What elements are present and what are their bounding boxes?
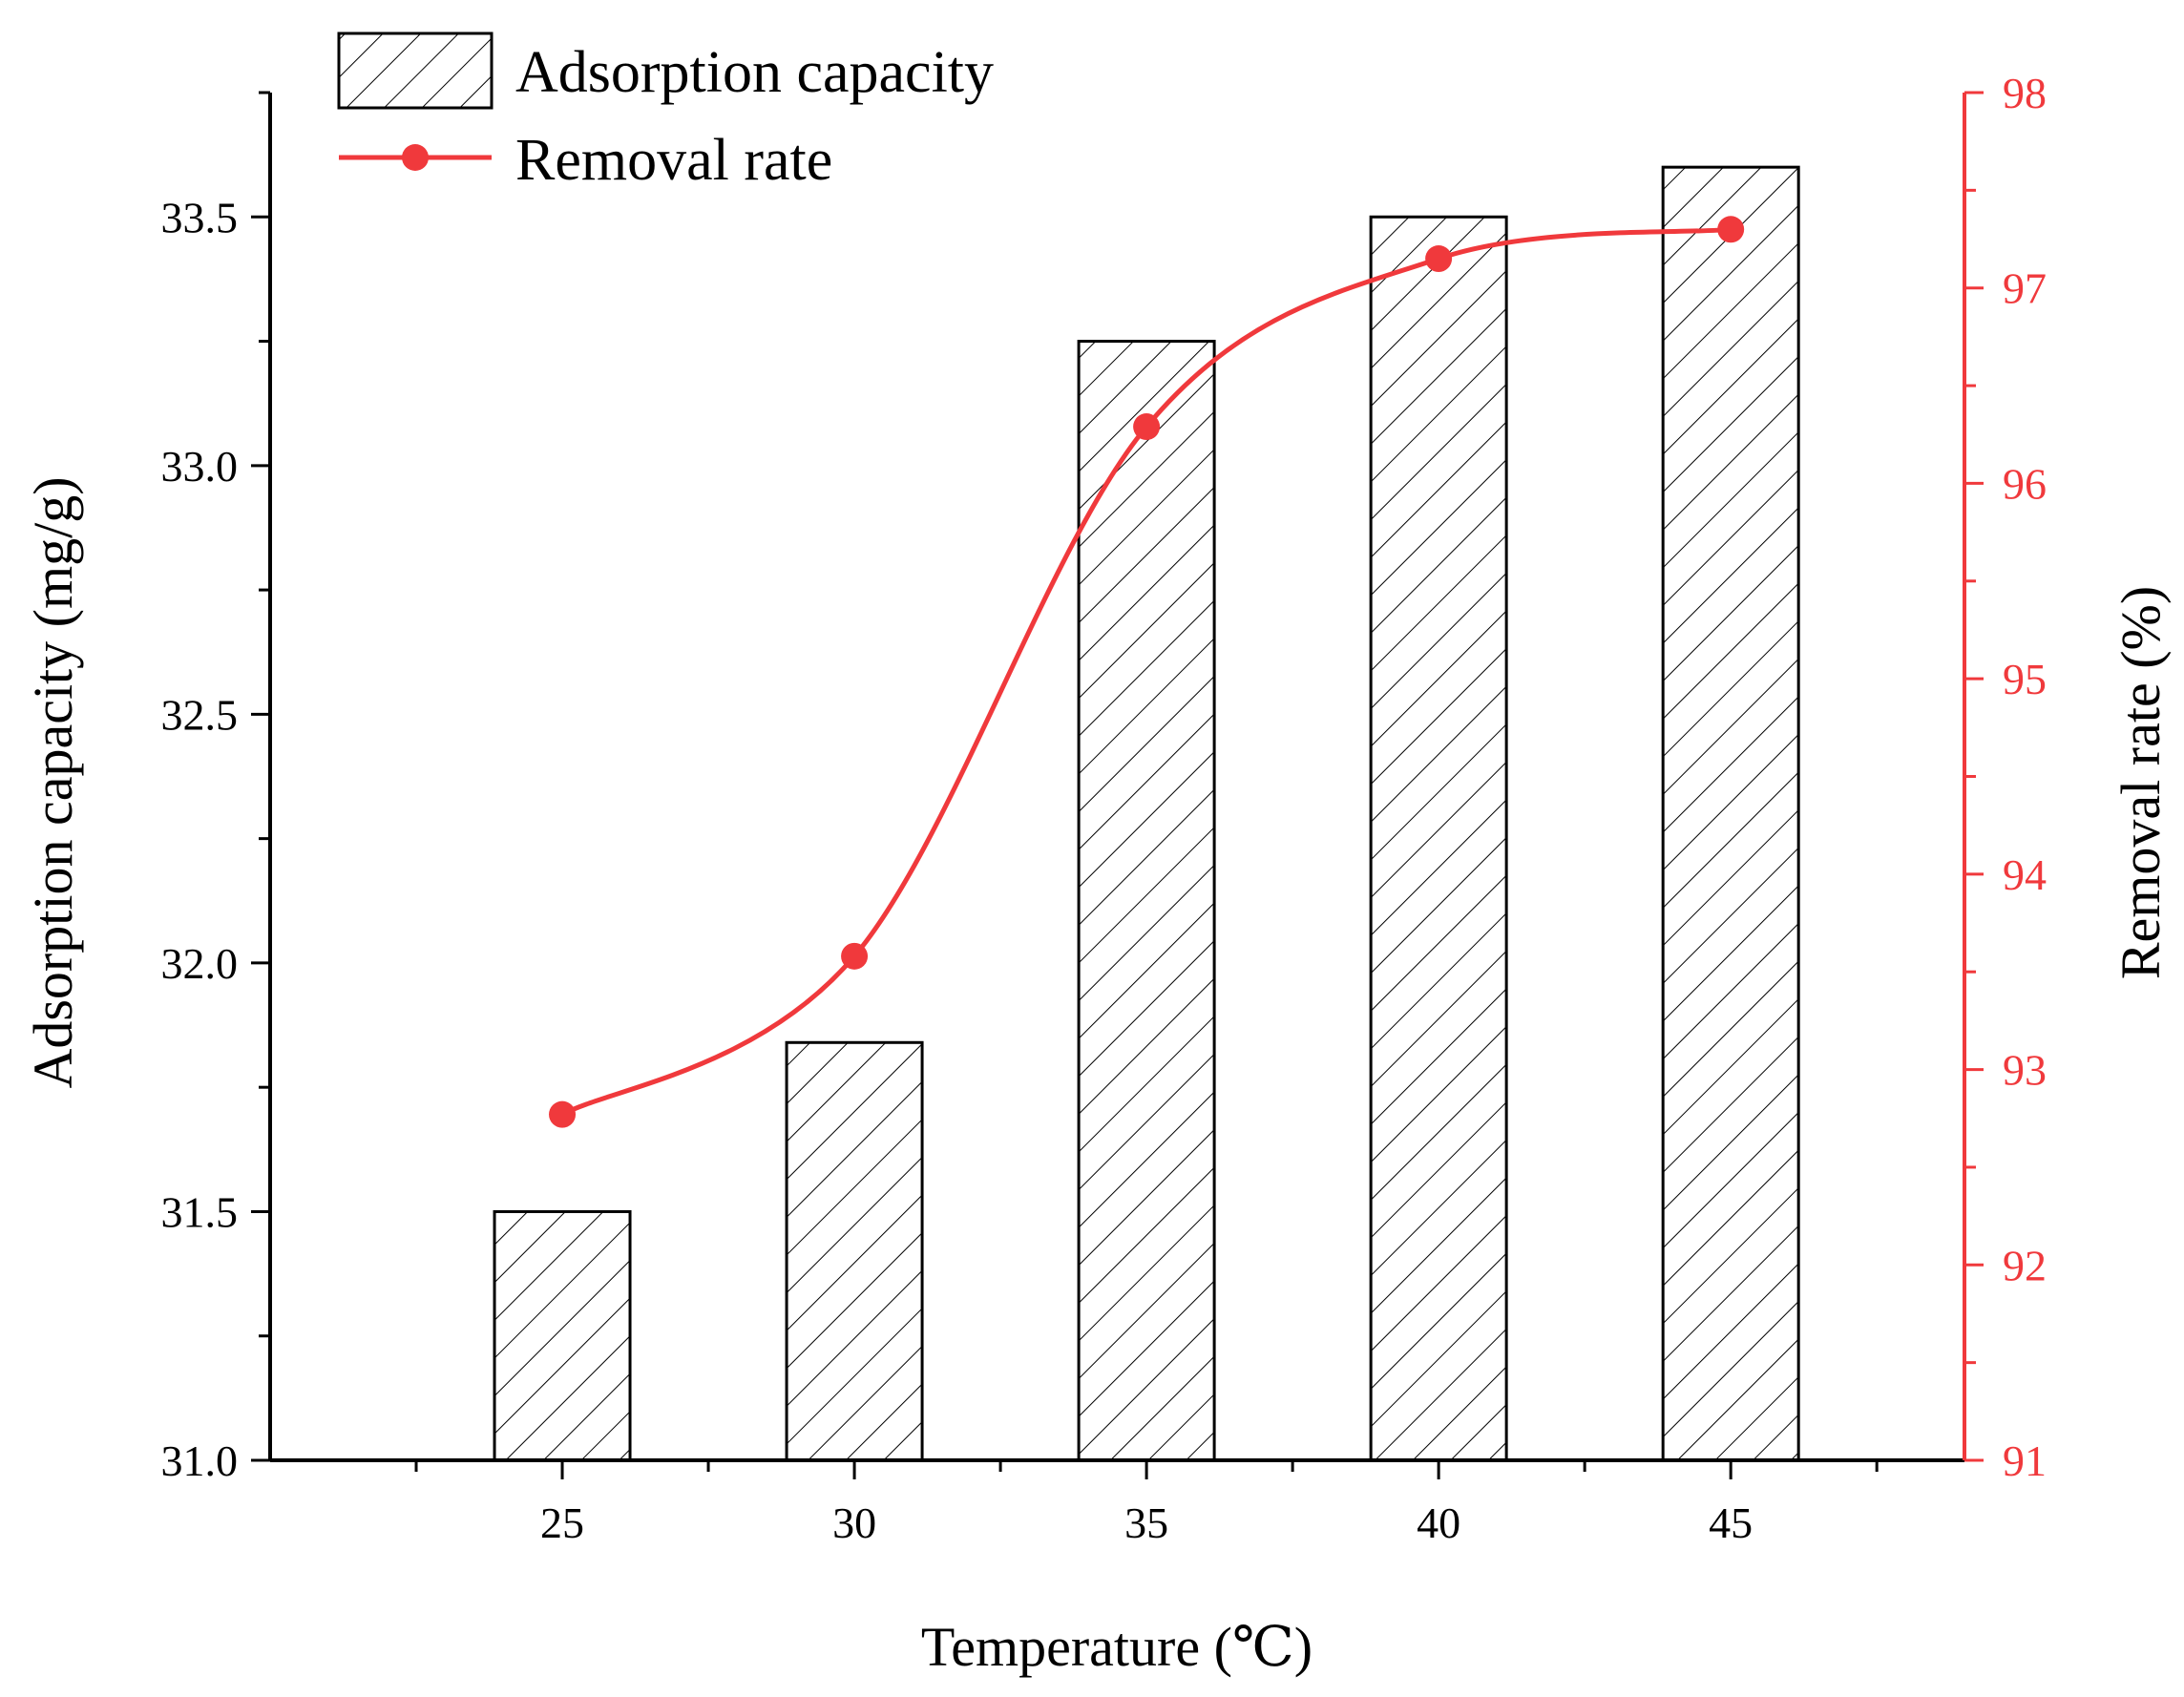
left-axis-tick-label: 32.0 [161, 939, 239, 988]
bar-45 [1661, 165, 1800, 1462]
removal-rate-point-30 [841, 942, 869, 970]
x-axis-title: Temperature (℃) [921, 1616, 1312, 1678]
legend: Adsorption capacity Removal rate [337, 31, 994, 193]
right-axis-tick-label: 92 [2003, 1241, 2047, 1289]
right-y-axis-title: Removal rate (%) [2110, 586, 2172, 979]
removal-rate-point-35 [1133, 413, 1161, 441]
x-axis: 25 30 35 40 45 [270, 1458, 1964, 1547]
right-axis-tick-label: 91 [2003, 1436, 2047, 1485]
bar-40 [1369, 215, 1508, 1462]
removal-rate-point-25 [549, 1100, 577, 1128]
legend-marker-removal-rate [402, 144, 429, 171]
removal-rate-point-45 [1717, 216, 1745, 243]
left-axis-tick-label: 31.5 [161, 1187, 239, 1236]
right-axis-tick-label: 96 [2003, 459, 2047, 508]
x-axis-tick-label: 40 [1417, 1498, 1460, 1547]
bar-35 [1077, 340, 1216, 1462]
left-axis-tick-label: 33.5 [161, 193, 239, 241]
bar-25 [493, 1209, 632, 1462]
x-axis-tick-label: 35 [1124, 1498, 1168, 1547]
left-y-axis: 31.0 31.5 32.0 32.5 33.0 33.5 [161, 91, 272, 1485]
line-series-removal-rate [549, 216, 1745, 1128]
right-axis-tick-label: 94 [2003, 850, 2047, 899]
x-axis-tick-label: 45 [1709, 1498, 1753, 1547]
right-axis-tick-label: 98 [2003, 69, 2047, 117]
left-axis-tick-label: 33.0 [161, 442, 239, 491]
right-axis-tick-label: 93 [2003, 1046, 2047, 1095]
removal-rate-line [560, 226, 1732, 1117]
right-y-axis: 91 92 93 94 95 96 97 98 [1963, 69, 2047, 1485]
legend-label-removal-rate: Removal rate [515, 128, 832, 193]
right-axis-tick-label: 95 [2003, 655, 2047, 703]
bar-series-adsorption-capacity [493, 165, 1800, 1462]
x-axis-tick-label: 25 [540, 1498, 584, 1547]
right-axis-tick-label: 97 [2003, 264, 2047, 313]
x-axis-tick-label: 30 [832, 1498, 876, 1547]
left-axis-tick-label: 31.0 [161, 1436, 239, 1485]
removal-rate-point-40 [1425, 245, 1453, 273]
legend-label-adsorption-capacity: Adsorption capacity [515, 40, 994, 105]
left-y-axis-title: Adsorption capacity (mg/g) [22, 476, 84, 1088]
left-axis-tick-label: 32.5 [161, 690, 239, 739]
bar-30 [785, 1040, 924, 1462]
legend-swatch-adsorption-capacity [337, 31, 494, 110]
